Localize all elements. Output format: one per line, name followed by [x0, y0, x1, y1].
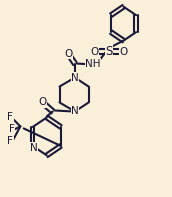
- Text: O: O: [38, 98, 47, 108]
- Text: O: O: [119, 47, 128, 57]
- Text: F: F: [7, 112, 13, 123]
- Text: NH: NH: [85, 59, 101, 69]
- Text: N: N: [71, 106, 79, 116]
- Text: N: N: [71, 72, 79, 83]
- Text: N: N: [30, 143, 37, 153]
- Text: O: O: [64, 49, 72, 59]
- Text: F: F: [7, 136, 13, 146]
- Text: O: O: [90, 47, 99, 57]
- Text: S: S: [105, 45, 113, 58]
- Text: F: F: [9, 125, 15, 134]
